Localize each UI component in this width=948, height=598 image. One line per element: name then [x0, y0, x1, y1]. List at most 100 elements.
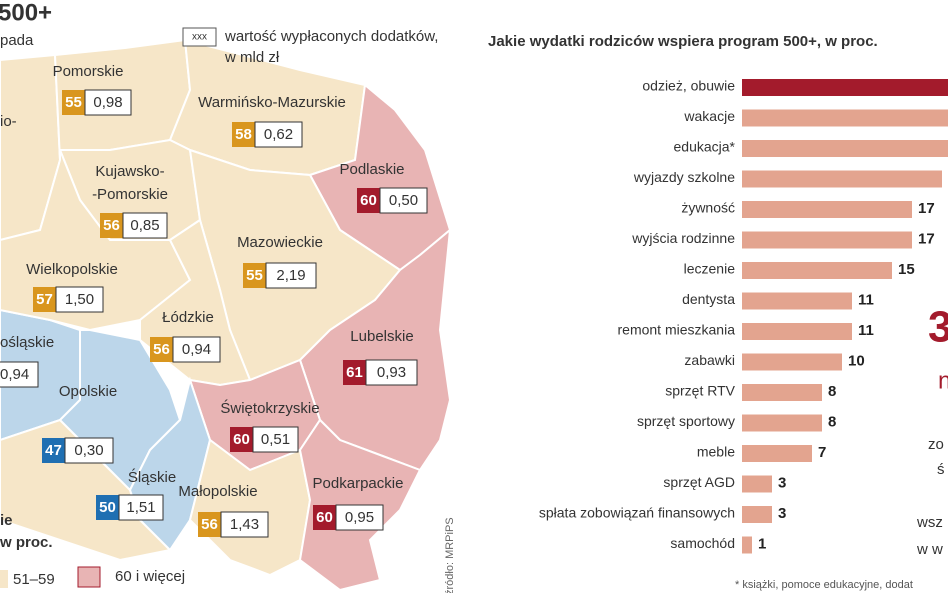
amount-box: [172, 336, 221, 363]
legend-swatch: [77, 566, 101, 588]
category-label: żywność: [681, 200, 735, 216]
share-label: 60: [316, 509, 333, 526]
bar: [742, 79, 948, 96]
amount-box: [64, 437, 114, 464]
amount-box: [365, 359, 418, 386]
annotation: io-: [0, 113, 17, 130]
share-label: 61: [346, 364, 363, 381]
bar-title: Jakie wydatki rodziców wspiera program 5…: [488, 33, 878, 50]
value-label: 17: [918, 230, 935, 247]
amount-label: 0,93: [377, 364, 406, 381]
share-badge: [230, 427, 253, 452]
share-badge: [62, 90, 85, 115]
share-badge: [343, 360, 366, 385]
region-label: Lubelskie: [350, 328, 413, 345]
region-label: Wielkopolskie: [26, 261, 118, 278]
share-badge: [357, 188, 380, 213]
value-label: 3: [778, 474, 786, 491]
annotation: 3: [928, 303, 948, 352]
value-label: 1: [758, 535, 766, 552]
region-label: Kujawsko--Pomorskie: [92, 163, 168, 203]
category-label: spłata zobowiązań finansowych: [539, 505, 735, 521]
annotation: ie: [0, 512, 13, 529]
amount-box: [55, 286, 104, 313]
legend-sample-box: [182, 27, 217, 47]
bar: [742, 140, 948, 157]
map-subtitle: pada: [0, 32, 34, 49]
value-label: 10: [848, 352, 865, 369]
bar: [742, 445, 812, 462]
bar: [742, 414, 822, 432]
amount-label: 0,95: [345, 509, 374, 526]
annotation: ś: [937, 461, 945, 478]
annotation: w proc.: [0, 534, 53, 551]
annotation: w w: [916, 541, 943, 558]
bar: [742, 353, 842, 371]
amount-label: 1,43: [230, 516, 259, 533]
category-label: leczenie: [684, 261, 736, 277]
share-label: 55: [65, 94, 82, 111]
category-label: sprzęt RTV: [665, 383, 735, 399]
share-badge: [33, 287, 56, 312]
amount-label: 1,50: [65, 291, 94, 308]
legend-sample: xxx: [192, 32, 207, 43]
share-label: 55: [246, 267, 263, 284]
bar: [742, 231, 912, 249]
value-label: 11: [858, 291, 874, 308]
amount-box: [122, 212, 168, 239]
share-label: 58: [235, 126, 252, 143]
amount-box: [0, 361, 39, 388]
amount-box: [220, 511, 269, 538]
amount-label: 0,98: [93, 94, 122, 111]
annotation: 0,94: [0, 366, 29, 383]
region-label: Mazowieckie: [237, 234, 323, 251]
category-label: edukacja*: [674, 139, 736, 155]
share-label: 60: [233, 431, 250, 448]
annotation: ośląskie: [0, 334, 54, 351]
region-label: Świętokrzyskie: [220, 399, 319, 417]
share-badge: [232, 122, 255, 147]
amount-box: [265, 262, 317, 289]
map-title: 500+: [0, 0, 52, 26]
amount-label: 0,51: [261, 431, 290, 448]
bar: [742, 109, 948, 127]
category-label: sprzęt sportowy: [637, 413, 735, 429]
share-label: 56: [153, 341, 170, 358]
share-badge: [243, 263, 266, 288]
bar: [742, 323, 852, 340]
region-label: Opolskie: [59, 383, 117, 400]
amount-box: [335, 504, 384, 531]
value-label: 11: [858, 322, 874, 339]
region-label: Śląskie: [128, 468, 176, 486]
region-label: Warmińsko-Mazurskie: [198, 94, 346, 111]
legend-swatch: [0, 570, 8, 588]
category-label: zabawki: [684, 352, 735, 368]
share-badge: [42, 438, 65, 463]
region-label: Podkarpackie: [313, 475, 404, 492]
map-region: [298, 227, 452, 472]
category-label: sprzęt AGD: [663, 474, 735, 490]
amount-box: [379, 187, 428, 214]
amount-box: [254, 121, 303, 148]
bar: [742, 201, 912, 218]
category-label: wakacje: [683, 108, 735, 124]
legend-note: w mld zł: [224, 49, 280, 66]
value-label: 8: [828, 383, 836, 400]
category-label: wyjazdy szkolne: [633, 169, 735, 185]
category-label: samochód: [670, 535, 735, 551]
region-label: Łódzkie: [162, 309, 214, 326]
category-label: dentysta: [682, 291, 735, 307]
share-badge: [100, 213, 123, 238]
share-badge: [96, 495, 119, 520]
share-label: 56: [103, 217, 120, 234]
amount-box: [118, 494, 164, 521]
amount-label: 2,19: [276, 267, 305, 284]
amount-label: 0,50: [389, 192, 418, 209]
share-badge: [313, 505, 336, 530]
value-label: 7: [818, 444, 826, 461]
bar: [742, 475, 772, 493]
share-badge: [198, 512, 221, 537]
source: źródło: MRPiPS: [444, 517, 456, 593]
bar: [742, 384, 822, 401]
legend-label: 51–59: [13, 571, 55, 588]
